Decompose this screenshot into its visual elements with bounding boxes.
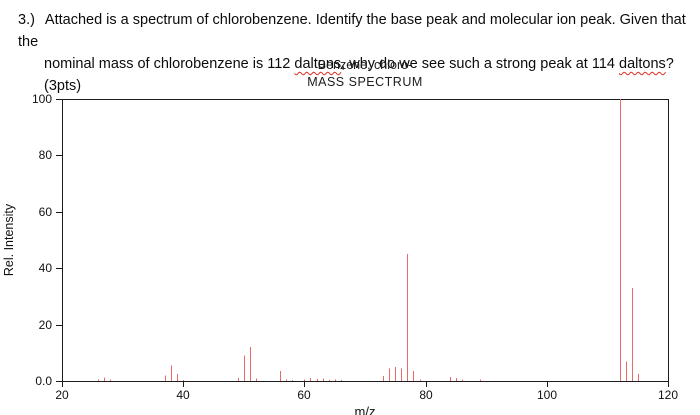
chart-title: Benzene, chloro- bbox=[317, 58, 413, 72]
x-tick-label: 20 bbox=[55, 388, 69, 402]
chart-header: Benzene, chloro- MASS SPECTRUM bbox=[62, 57, 668, 91]
y-tick-label: 80 bbox=[38, 148, 52, 162]
spellcheck-word: daltons bbox=[294, 56, 342, 72]
question-block: 3.) Attached is a spectrum of chlorobenze… bbox=[18, 9, 690, 97]
chart-subtitle: MASS SPECTRUM bbox=[307, 75, 423, 89]
question-line: nominal mass of chlorobenzene is 112 dal… bbox=[18, 53, 690, 97]
x-tick-label: 120 bbox=[657, 388, 679, 402]
plot-border bbox=[62, 99, 669, 382]
x-tick-label: 80 bbox=[419, 388, 433, 402]
question-text: nominal mass of chlorobenzene is 112 bbox=[44, 56, 295, 72]
x-tick-label: 100 bbox=[536, 388, 558, 402]
x-tick-label: 60 bbox=[297, 388, 311, 402]
y-tick-label: 20 bbox=[38, 318, 52, 332]
x-tick-label: 40 bbox=[176, 388, 190, 402]
y-tick-label: 100 bbox=[31, 92, 52, 106]
y-tick-label: 0.0 bbox=[35, 374, 52, 388]
x-axis-label: m/z bbox=[354, 404, 376, 415]
question-number: 3.) bbox=[18, 12, 35, 28]
y-tick-label: 40 bbox=[38, 261, 52, 275]
question-line: 3.) Attached is a spectrum of chlorobenze… bbox=[18, 9, 690, 53]
spellcheck-word: daltons bbox=[619, 56, 666, 72]
question-text: , why do we see such a strong peak at 11… bbox=[341, 56, 619, 72]
question-text: Attached is a spectrum of chlorobenzene.… bbox=[18, 12, 686, 50]
question-text: ? (3pts) bbox=[44, 56, 674, 94]
y-tick-label: 60 bbox=[38, 205, 52, 219]
